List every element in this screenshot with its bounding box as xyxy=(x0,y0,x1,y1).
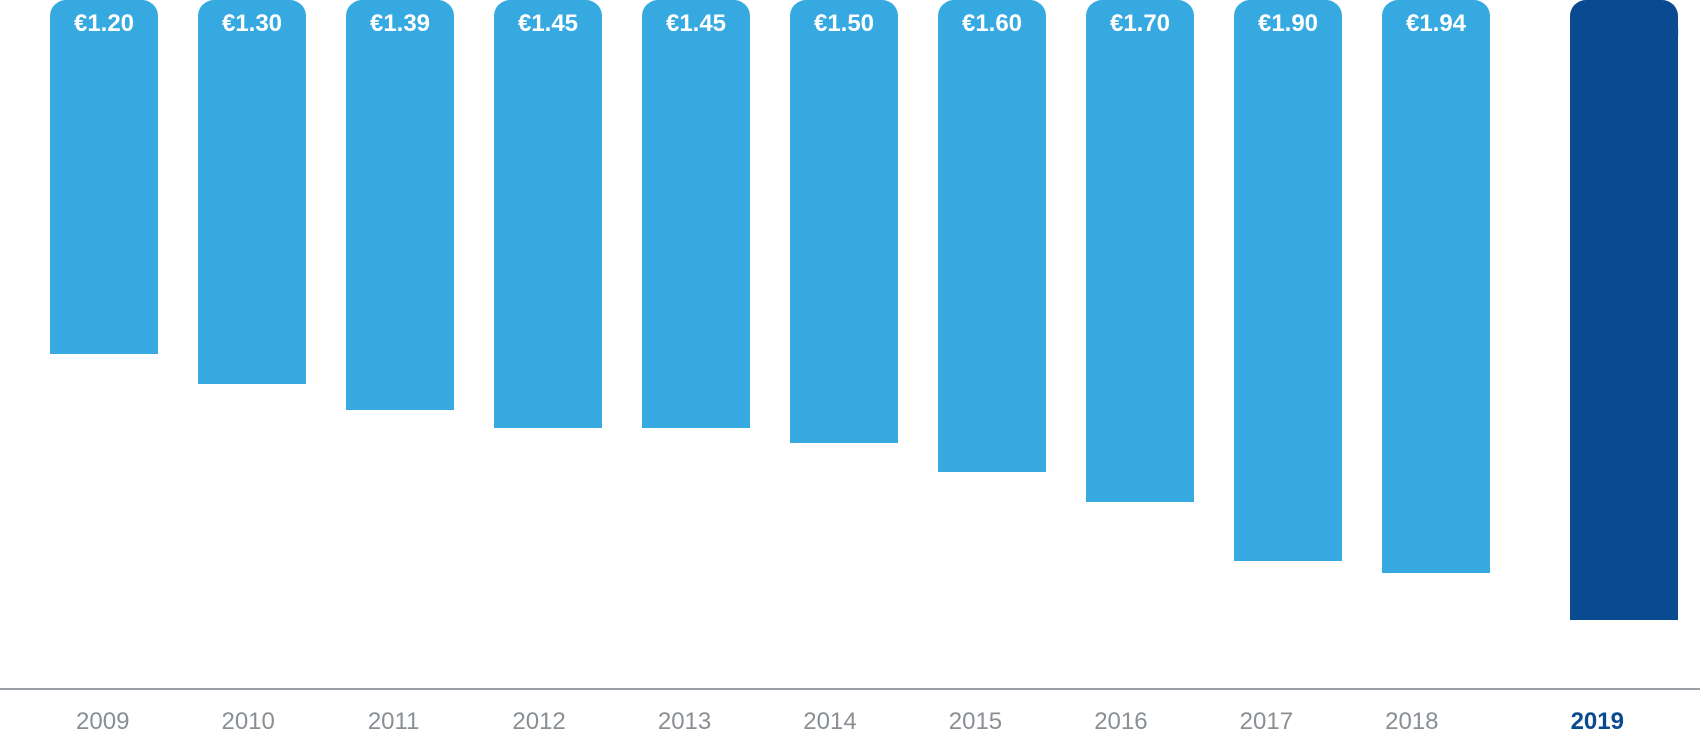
x-axis-label: 2010 xyxy=(195,690,300,752)
x-axis-label: 2016 xyxy=(1068,690,1173,752)
x-axis-label: 2019 xyxy=(1545,690,1650,752)
bar-value-label: €1.30 xyxy=(198,10,306,38)
bar: €1.30 xyxy=(198,0,306,384)
x-axis-label: 2018 xyxy=(1359,690,1464,752)
x-axis: 2009 2010 2011 2012 2013 2014 2015 2016 2017 2018… xyxy=(0,690,1700,752)
bar: €1.45 xyxy=(494,0,602,428)
bar-value-label: €1.45 xyxy=(494,10,602,38)
bar: €1.50 xyxy=(790,0,898,443)
x-axis-label: 2015 xyxy=(923,690,1028,752)
bar: €1.60 xyxy=(938,0,1046,472)
bar-column: €1.70 xyxy=(1086,0,1194,688)
bar-value-label: €1.94 xyxy=(1382,10,1490,38)
bar-value-label: €1.70 xyxy=(1086,10,1194,38)
bar: €1.70 xyxy=(1086,0,1194,502)
plot-area: €1.20 €1.30 €1.39 €1.45 €1.45 €1.50 €1.60 €1.70… xyxy=(0,0,1700,690)
x-axis-label: 2012 xyxy=(486,690,591,752)
bar-column: €1.50 xyxy=(790,0,898,688)
x-axis-label: 2014 xyxy=(777,690,882,752)
bar-column: €1.90 xyxy=(1234,0,1342,688)
bar-column: €1.39 xyxy=(346,0,454,688)
bar: €1.20 xyxy=(50,0,158,354)
bar-column: €1.45 xyxy=(494,0,602,688)
bar: €1.94 xyxy=(1382,0,1490,573)
x-axis-label: 2017 xyxy=(1214,690,1319,752)
bar-column: €1.30 xyxy=(198,0,306,688)
bar-value-label: €1.90 xyxy=(1234,10,1342,38)
bar xyxy=(1570,0,1678,620)
bar-column: €1.20 xyxy=(50,0,158,688)
x-axis-label: 2011 xyxy=(341,690,446,752)
bar-column: €1.45 xyxy=(642,0,750,688)
bar: €1.45 xyxy=(642,0,750,428)
x-axis-label: 2013 xyxy=(632,690,737,752)
bar: €1.39 xyxy=(346,0,454,410)
bar-value-label: €1.60 xyxy=(938,10,1046,38)
bar-value-label: €1.50 xyxy=(790,10,898,38)
bar-chart: €1.20 €1.30 €1.39 €1.45 €1.45 €1.50 €1.60 €1.70… xyxy=(0,0,1700,752)
bar-value-label: €1.20 xyxy=(50,10,158,38)
bar: €1.90 xyxy=(1234,0,1342,561)
bar-column: €1.94 xyxy=(1382,0,1490,688)
x-axis-label: 2009 xyxy=(50,690,155,752)
bar-column: €1.60 xyxy=(938,0,1046,688)
bar-value-label: €1.45 xyxy=(642,10,750,38)
bar-column: €2.10 xyxy=(1570,0,1678,688)
bar-value-label: €1.39 xyxy=(346,10,454,38)
